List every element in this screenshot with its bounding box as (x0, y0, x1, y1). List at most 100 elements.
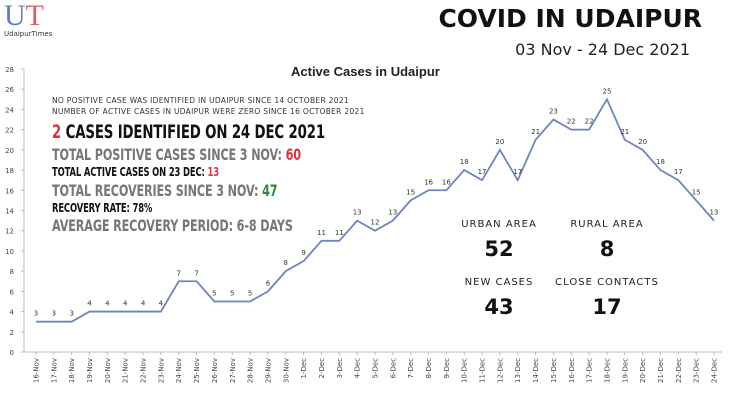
y-tick-label: 8 (10, 268, 14, 276)
logo-letters: UT (4, 0, 44, 32)
total-active: TOTAL ACTIVE CASES ON 23 DEC: 13 (52, 165, 219, 179)
x-tick-label: 22-Dec (675, 358, 683, 383)
data-label: 4 (141, 300, 146, 308)
x-tick-label: 18-Dec (603, 358, 611, 383)
x-tick-label: 7-Dec (407, 358, 415, 379)
x-tick-label: 23-Dec (693, 358, 701, 383)
y-tick-label: 10 (5, 248, 14, 256)
total-recoveries-value: 47 (262, 181, 278, 200)
data-label: 3 (34, 310, 38, 318)
note-zero-active: NUMBER OF ACTIVE CASES IN UDAIPUR WERE Z… (52, 107, 365, 116)
data-label: 17 (478, 168, 487, 176)
data-label: 7 (194, 269, 198, 277)
x-tick-label: 17-Nov (50, 358, 58, 383)
data-label: 4 (87, 300, 92, 308)
total-positive-value: 60 (285, 145, 301, 164)
x-tick-label: 8-Dec (425, 358, 433, 379)
x-tick-label: 19-Dec (621, 358, 629, 383)
total-positive: TOTAL POSITIVE CASES SINCE 3 NOV: 60 (52, 145, 301, 164)
y-tick-label: 12 (5, 228, 14, 236)
data-label: 4 (123, 300, 128, 308)
logo-name: UdaipurTimes (4, 30, 53, 38)
data-label: 18 (656, 158, 665, 166)
x-tick-label: 6-Dec (389, 358, 397, 379)
x-tick-label: 13-Dec (514, 358, 522, 383)
data-label: 15 (692, 188, 701, 196)
x-tick-label: 14-Dec (532, 358, 540, 383)
recovery-rate: RECOVERY RATE: 78% (52, 201, 153, 215)
x-tick-label: 1-Dec (300, 358, 308, 379)
x-tick-label: 2-Dec (318, 358, 326, 379)
data-label: 13 (388, 209, 397, 217)
x-tick-label: 10-Dec (461, 358, 469, 383)
data-label: 16 (442, 178, 451, 186)
total-recoveries-label: TOTAL RECOVERIES SINCE 3 NOV: (52, 181, 263, 200)
data-label: 15 (406, 188, 415, 196)
data-label: 22 (585, 118, 594, 126)
data-label: 4 (159, 300, 164, 308)
data-label: 21 (620, 128, 629, 136)
data-label: 23 (549, 108, 558, 116)
x-tick-label: 21-Dec (657, 358, 665, 383)
y-tick-label: 0 (10, 349, 14, 357)
x-tick-label: 23-Nov (157, 358, 165, 383)
x-tick-label: 30-Nov (282, 358, 290, 383)
y-tick-label: 22 (5, 127, 14, 135)
data-label: 25 (602, 87, 611, 95)
new-cases-label: NEW CASES (464, 277, 534, 288)
data-label: 9 (301, 249, 305, 257)
data-label: 11 (317, 229, 326, 237)
data-label: 18 (460, 158, 469, 166)
new-cases-value: 43 (484, 295, 514, 319)
x-tick-label: 17-Dec (586, 358, 594, 383)
x-tick-label: 29-Nov (264, 358, 272, 383)
rural-area-value: 8 (599, 237, 615, 261)
x-tick-label: 19-Nov (86, 358, 94, 383)
data-label: 7 (177, 269, 181, 277)
date-range: 03 Nov - 24 Dec 2021 (515, 40, 690, 59)
y-tick-label: 28 (5, 66, 14, 74)
data-label: 5 (230, 289, 234, 297)
x-tick-label: 25-Nov (193, 358, 201, 383)
y-tick-label: 14 (5, 208, 14, 216)
x-tick-label: 21-Nov (122, 358, 130, 383)
close-contacts-label: CLOSE CONTACTS (555, 277, 659, 288)
identified-text: CASES IDENTIFIED ON 24 DEC 2021 (61, 121, 325, 143)
y-tick-label: 26 (5, 86, 14, 94)
x-tick-label: 20-Nov (104, 358, 112, 383)
data-label: 8 (284, 259, 288, 267)
avg-recovery-period: AVERAGE RECOVERY PERIOD: 6-8 DAYS (52, 216, 293, 235)
y-tick-label: 16 (5, 187, 14, 195)
data-label: 6 (266, 279, 271, 287)
data-label: 3 (69, 310, 73, 318)
x-tick-label: 18-Nov (68, 358, 76, 383)
data-label: 3 (52, 310, 56, 318)
x-tick-label: 28-Nov (247, 358, 255, 383)
total-active-label: TOTAL ACTIVE CASES ON 23 DEC: (52, 165, 208, 179)
data-label: 13 (353, 209, 362, 217)
data-label: 4 (105, 300, 110, 308)
x-tick-label: 4-Dec (354, 358, 362, 379)
y-tick-label: 4 (10, 309, 15, 317)
x-tick-label: 16-Nov (33, 358, 41, 383)
data-label: 17 (513, 168, 522, 176)
y-tick-label: 2 (10, 329, 14, 337)
x-tick-label: 15-Dec (550, 358, 558, 383)
close-contacts-value: 17 (592, 295, 622, 319)
rural-area-label: RURAL AREA (570, 219, 644, 230)
data-label: 20 (638, 138, 647, 146)
total-active-value: 13 (207, 165, 220, 179)
active-cases-line (36, 97, 715, 323)
data-label: 5 (212, 289, 216, 297)
x-tick-label: 11-Dec (479, 358, 487, 383)
data-label: 13 (710, 209, 719, 217)
note-no-positive: NO POSITIVE CASE WAS IDENTIFIED IN UDAIP… (52, 96, 349, 105)
udaipurtimes-logo: UT UdaipurTimes (4, 0, 54, 39)
x-tick-label: 24-Nov (175, 358, 183, 383)
data-label: 20 (495, 138, 504, 146)
data-label: 12 (371, 219, 380, 227)
data-label: 17 (674, 168, 683, 176)
x-tick-label: 26-Nov (211, 358, 219, 383)
data-label: 16 (424, 178, 433, 186)
